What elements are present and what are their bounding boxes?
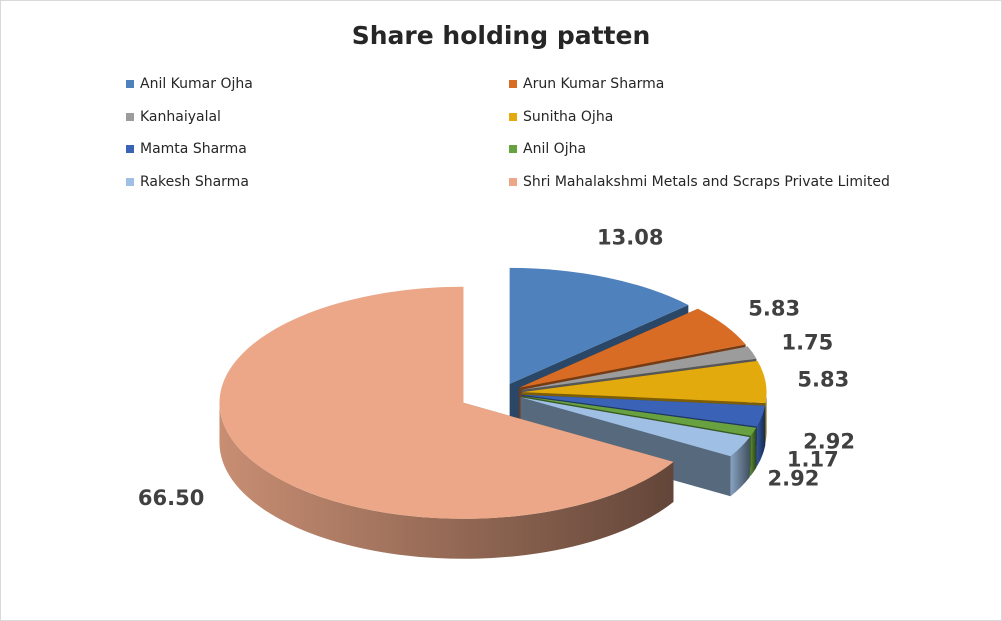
legend-swatch (509, 145, 517, 153)
data-label: 13.08 (597, 225, 663, 249)
legend-label: Anil Ojha (523, 141, 587, 157)
pie-slice-side (219, 402, 674, 559)
data-label: 2.92 (803, 429, 855, 453)
legend-swatch (509, 177, 517, 186)
data-label: 1.75 (781, 331, 833, 355)
pie-slice (521, 396, 757, 436)
legend-swatch (509, 80, 517, 88)
data-label: 2.92 (768, 466, 820, 490)
legend-item: Anil Kumar Ojha (126, 75, 253, 93)
data-label: 5.83 (748, 296, 800, 320)
pie-slice (521, 346, 757, 390)
pie-slice (522, 360, 767, 403)
legend-item: Anil Ojha (509, 140, 586, 158)
pie-tops (219, 267, 767, 519)
data-label: 1.17 (787, 447, 839, 471)
legend-swatch (126, 80, 134, 88)
pie-slice (520, 397, 750, 457)
legend-label: Rakesh Sharma (140, 173, 249, 190)
pie-slice-side (750, 427, 757, 476)
legend-item: Rakesh Sharma (126, 173, 249, 191)
pie-slice-side (765, 392, 767, 443)
legend-item: Kanhaiyalal (126, 108, 221, 126)
pie-slice (219, 286, 674, 519)
pie-slice-wall (520, 397, 731, 497)
legend-item: Sunitha Ojha (509, 108, 613, 126)
legend-swatch (126, 145, 134, 153)
pie-slice (509, 267, 689, 384)
legend-swatch (126, 177, 134, 186)
legend-label: Mamta Sharma (140, 141, 247, 157)
legend-label: Sunitha Ojha (523, 108, 614, 125)
legend-item: Arun Kumar Sharma (509, 75, 664, 93)
pie-slice (522, 394, 766, 427)
legend-swatch (126, 112, 134, 121)
legend-item: Shri Mahalakshmi Metals and Scraps Priva… (509, 173, 890, 191)
data-label: 66.50 (138, 486, 204, 510)
legend-label: Anil Kumar Ojha (140, 76, 253, 92)
chart-title: Share holding patten (351, 21, 651, 50)
pie-slice-side (756, 405, 766, 467)
legend-label: Shri Mahalakshmi Metals and Scraps Priva… (523, 173, 890, 190)
legend-swatch (509, 112, 517, 121)
legend-item: Mamta Sharma (126, 140, 247, 158)
legend-label: Arun Kumar Sharma (523, 76, 665, 92)
data-label: 5.83 (797, 368, 849, 392)
pie-slice (519, 308, 746, 388)
legend-label: Kanhaiyalal (140, 108, 221, 125)
pie-slice-side (730, 437, 750, 497)
data-labels: 13.08 5.83 1.75 5.83 2.921.172.92 66.50 (138, 225, 855, 510)
